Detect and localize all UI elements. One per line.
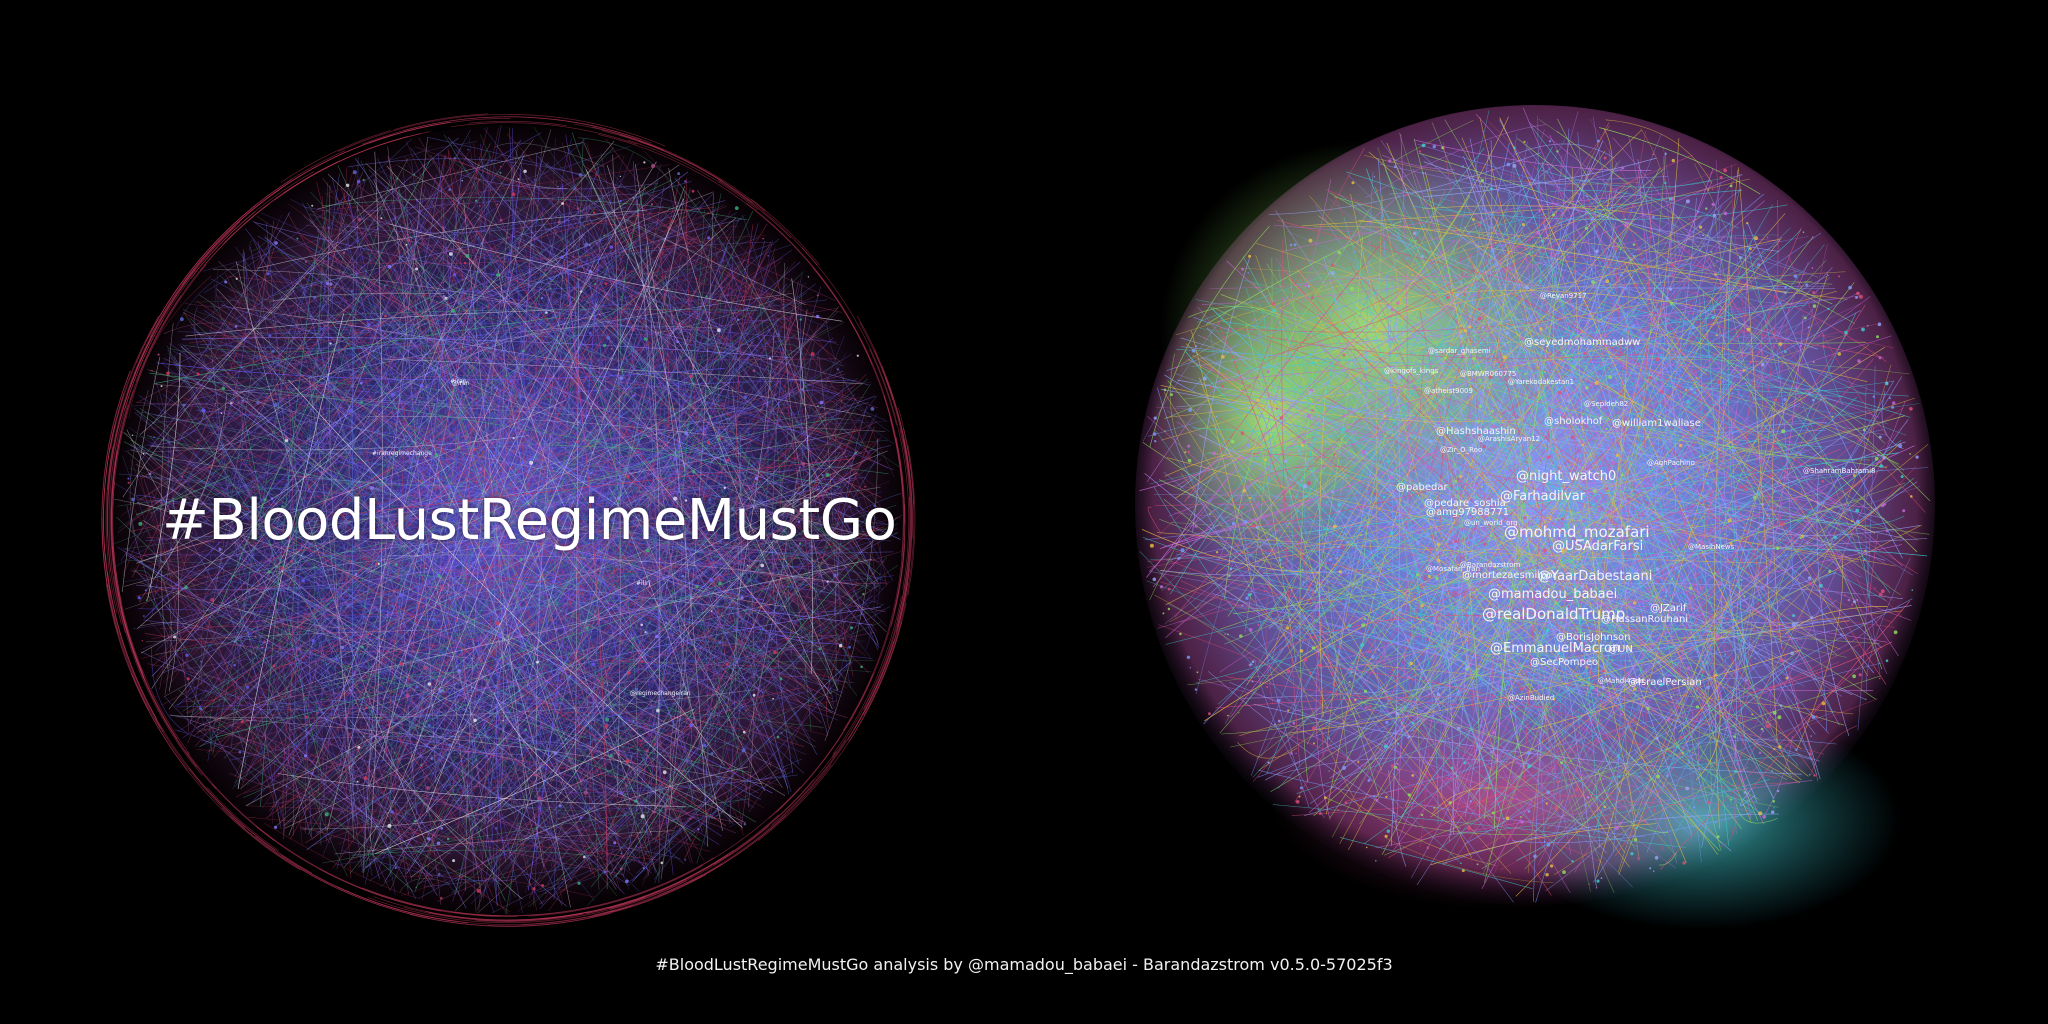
left-node-label: @regimechangeiran <box>630 690 691 697</box>
right-node-label: @BMWR060775 <box>1460 370 1516 378</box>
right-node-label: @ArashisAryan12 <box>1478 435 1540 443</box>
right-node-label: @Yarekodakestan1 <box>1508 378 1574 386</box>
right-node-label: @SecPompeo <box>1530 657 1598 668</box>
right-node-label: @MasihNews <box>1688 543 1735 551</box>
left-graph-edges <box>101 113 916 927</box>
right-node-label: @sardar_ghasemi <box>1428 347 1491 355</box>
right-node-label: @Hashshaashin <box>1436 426 1516 437</box>
right-node-label: @Farhadilvar <box>1500 489 1586 504</box>
right-node-label: @realDonaldTrump <box>1482 605 1625 623</box>
left-graph-nodes <box>127 149 876 900</box>
right-node-label: @AghPachino <box>1647 459 1695 467</box>
right-graph-labels: @Reyan9717 @seyedmohammadww @sardar_ghasem… <box>1384 292 1876 702</box>
left-node-label: #ilirj <box>636 580 650 587</box>
right-node-label: @sholokhof <box>1544 416 1603 427</box>
right-node-label: @night_watch0 <box>1516 469 1616 484</box>
right-graph-green-cluster-2 <box>1150 270 1390 570</box>
right-node-label: @seyedmohammadww <box>1524 337 1640 348</box>
right-node-label: @Mahdi43dd <box>1598 677 1644 685</box>
right-graph-nodes <box>1149 130 1919 889</box>
left-node-label: #iranregimechange <box>372 450 432 457</box>
right-node-label: @Mosafari_Iran <box>1426 565 1480 573</box>
right-node-label: @JZarif <box>1650 603 1687 614</box>
left-graph-glow <box>108 125 908 915</box>
right-node-label: @Reyan9717 <box>1540 292 1587 300</box>
right-node-label: @mortezaesmilpor <box>1462 570 1558 581</box>
right-node-label: @mohmd_mozafari <box>1504 523 1650 542</box>
right-node-label: @AzinBudied <box>1508 694 1554 702</box>
right-node-label: @Zir_O_Roo <box>1440 446 1482 454</box>
right-node-label: @EmmanuelMacron <box>1490 641 1620 656</box>
right-graph-edges <box>1139 107 1931 903</box>
left-node-label: @iran <box>452 380 470 387</box>
right-node-label: @Sepideh82 <box>1584 400 1628 408</box>
right-node-label: @HassanRouhani <box>1601 614 1688 625</box>
right-node-label: @ShahramBahrami8 <box>1803 467 1876 475</box>
right-node-label: @Barandazstrom <box>1460 561 1521 569</box>
left-graph-labels: @iran #iranregimechange #iran #ilirj @regime… <box>372 378 691 697</box>
overlay-title: #BloodLustRegimeMustGo <box>162 488 897 553</box>
right-node-label: @amg97988771 <box>1426 507 1509 518</box>
right-node-label: @pedare_soshia <box>1424 498 1506 509</box>
left-node-label: #iran <box>450 378 467 385</box>
right-node-label: @atheist9009 <box>1424 387 1473 395</box>
right-node-label: @un_world_org <box>1464 519 1518 527</box>
right-node-label: @YaarDabestaani <box>1538 569 1652 584</box>
footer-caption: #BloodLustRegimeMustGo analysis by @mama… <box>655 955 1393 974</box>
right-node-label: @IsraelPersian <box>1628 677 1702 688</box>
right-node-label: @mamadou_babaei <box>1488 587 1617 602</box>
right-node-label: @william1wallase <box>1612 418 1701 429</box>
right-node-label: @kingofs_kings <box>1384 367 1439 375</box>
right-node-label: @pabedar <box>1396 482 1448 493</box>
right-node-label: @BorisJohnson <box>1556 632 1631 643</box>
right-node-label: @USAdarFarsi <box>1552 539 1643 554</box>
right-node-label: @UN <box>1608 644 1633 655</box>
